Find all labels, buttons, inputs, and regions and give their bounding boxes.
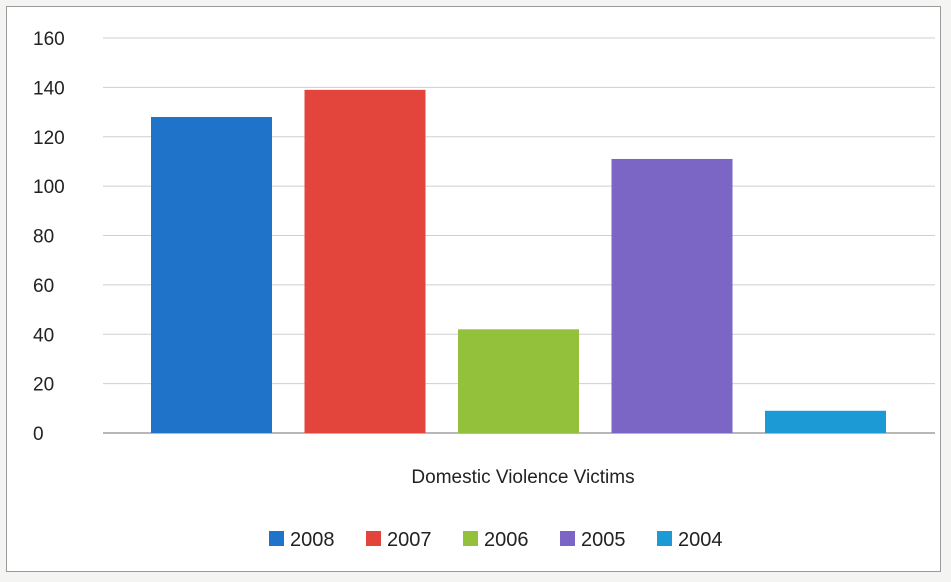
legend-label: 2004 [678,529,723,551]
legend: 2008 2007 2006 2005 2004 [269,529,723,551]
legend-item-2004: 2004 [657,529,723,551]
y-tick-label: 140 [33,78,65,99]
legend-label: 2006 [484,529,529,551]
legend-item-2008: 2008 [269,529,335,551]
category-label: Domestic Violence Victims [411,467,634,488]
bar-2008 [151,117,272,433]
y-tick-label: 20 [33,375,54,396]
y-tick-label: 120 [33,128,65,149]
legend-item-2007: 2007 [366,529,432,551]
legend-swatch [560,531,575,546]
bar-2004 [765,410,886,433]
legend-swatch [269,531,284,546]
y-tick-label: 160 [33,29,65,50]
y-tick-label: 40 [33,325,54,346]
legend-swatch [366,531,381,546]
legend-label: 2007 [387,529,432,551]
bar-2006 [458,329,579,433]
y-tick-label: 0 [33,424,44,445]
legend-swatch [463,531,478,546]
chart-frame: 0 20 40 60 80 100 120 140 160 Domestic Violence … [6,6,941,572]
legend-swatch [657,531,672,546]
bar-2007 [304,89,426,433]
legend-label: 2005 [581,529,626,551]
legend-item-2005: 2005 [560,529,626,551]
bars [151,89,886,433]
y-axis-ticks: 0 20 40 60 80 100 120 140 160 [33,29,65,445]
y-tick-label: 100 [33,177,65,198]
legend-label: 2008 [290,529,335,551]
bar-chart: 0 20 40 60 80 100 120 140 160 Domestic Violence … [33,29,935,551]
bar-2005 [611,158,733,433]
y-tick-label: 60 [33,276,54,297]
y-tick-label: 80 [33,227,54,248]
legend-item-2006: 2006 [463,529,529,551]
